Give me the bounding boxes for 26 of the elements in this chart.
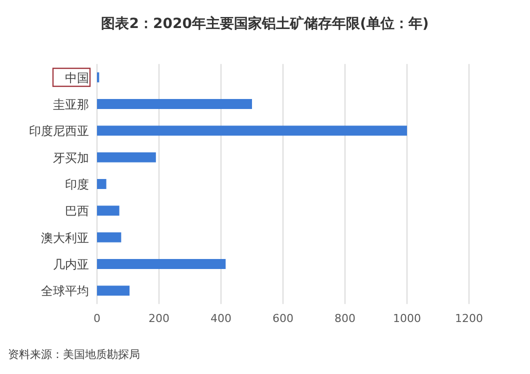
bar <box>97 179 106 189</box>
y-tick-label: 澳大利亚 <box>41 230 89 245</box>
y-tick-label: 牙买加 <box>53 150 89 165</box>
x-tick-label: 0 <box>94 312 100 325</box>
bar <box>97 286 130 296</box>
text: 资料来源：美国地质勘探局 <box>8 348 140 361</box>
x-tick-label: 600 <box>272 312 294 325</box>
y-tick-label: 巴西 <box>65 204 89 218</box>
y-tick-label: 印度 <box>65 178 89 192</box>
x-tick-label: 800 <box>334 312 356 325</box>
x-tick-label: 400 <box>210 312 232 325</box>
bar <box>97 232 122 242</box>
bar <box>97 152 156 162</box>
bar <box>97 259 226 269</box>
y-tick-label: 全球平均 <box>41 284 89 298</box>
y-tick-label: 印度尼西亚 <box>29 124 89 138</box>
x-tick-label: 200 <box>148 312 170 325</box>
bar <box>97 126 407 136</box>
x-tick-label: 1000 <box>393 312 421 325</box>
y-tick-label: 圭亚那 <box>53 98 89 112</box>
x-tick-label: 1200 <box>455 312 483 325</box>
chart-title: 图表2：2020年主要国家铝土矿储存年限(单位：年) <box>101 15 429 32</box>
bar <box>97 206 120 216</box>
bar <box>97 99 252 109</box>
y-tick-label: 几内亚 <box>53 258 89 272</box>
y-tick-label: 中国 <box>65 70 89 85</box>
